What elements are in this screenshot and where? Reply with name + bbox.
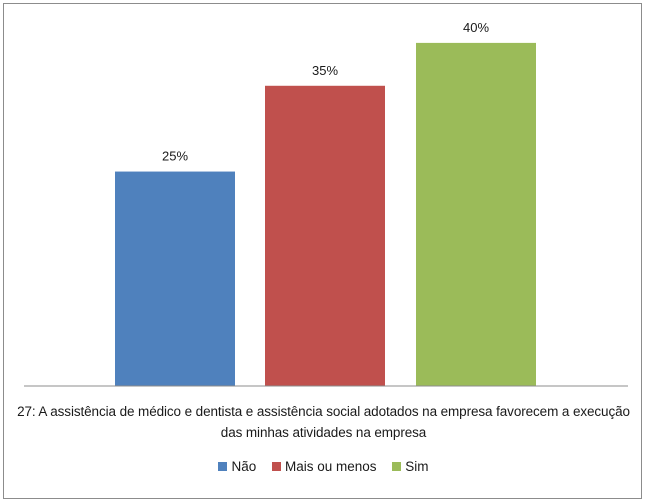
bar-mais-ou-menos (265, 85, 385, 387)
bar-sim (416, 42, 536, 387)
legend-item-mais-ou-menos: Mais ou menos (271, 459, 377, 474)
value-label-sim: 40% (463, 20, 489, 35)
value-label-mais-ou-menos: 35% (312, 63, 338, 78)
legend-item-nao: Não (218, 459, 256, 474)
legend-swatch-nao (218, 462, 228, 471)
legend-label-nao: Não (231, 459, 257, 474)
legend: Não Mais ou menos Sim (0, 459, 647, 474)
legend-label-mais-ou-menos: Mais ou menos (284, 459, 377, 474)
legend-swatch-mais-ou-menos (271, 462, 281, 471)
bar-nao (115, 171, 235, 386)
bars-group (115, 42, 536, 387)
value-labels-group: 25% 35% 40% (162, 20, 489, 164)
legend-swatch-sim (392, 462, 402, 471)
legend-item-sim: Sim (392, 459, 429, 474)
x-axis-label: 27: A assistência de médico e dentista e… (17, 404, 630, 440)
value-label-nao: 25% (162, 149, 188, 164)
legend-label-sim: Sim (405, 459, 429, 474)
